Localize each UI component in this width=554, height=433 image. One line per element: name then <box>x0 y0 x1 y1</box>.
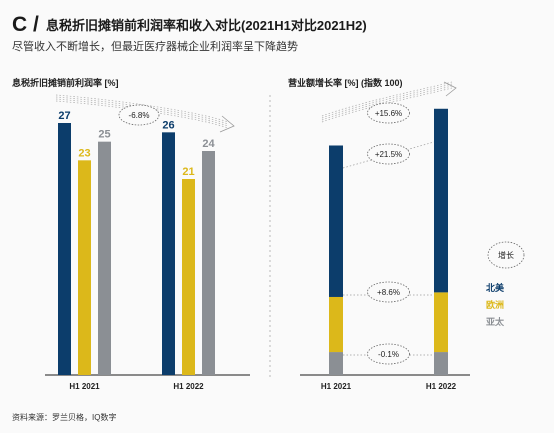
page-subtitle: 尽管收入不断增长，但最近医疗器械企业利润率呈下降趋势 <box>12 39 298 53</box>
bar-欧洲-H1 2022 <box>182 179 195 375</box>
trend-arrow-line <box>321 81 453 117</box>
trend-arrow-line <box>55 94 229 123</box>
page-title: 息税折旧摊销前利润率和收入对比(2021H1对比2021H2) <box>46 18 367 33</box>
x-tick-label: H1 2021 <box>69 382 100 391</box>
x-tick-label: H1 2021 <box>321 382 352 391</box>
source-note: 资料来源：罗兰贝格，IQ数字 <box>12 412 116 422</box>
growth-label: +21.5% <box>375 150 402 159</box>
stack-亚太-H1 2022 <box>434 352 448 375</box>
legend-item: 北美 <box>486 282 505 293</box>
growth-bubble <box>367 143 410 165</box>
trend-arrow-line <box>55 98 229 127</box>
bar-value-label: 27 <box>58 110 70 122</box>
left-chart-title: 息税折旧摊销前利润率 [%] <box>12 77 119 88</box>
stack-北美-H1 2021 <box>329 145 343 297</box>
trend-arrow-line <box>321 83 453 119</box>
annotation-label: -6.8% <box>129 111 150 120</box>
growth-label: -0.1% <box>378 350 399 359</box>
x-tick-label: H1 2022 <box>426 382 457 391</box>
annotation-bubble <box>118 104 160 126</box>
bar-value-label: 26 <box>162 119 174 131</box>
right-chart-title: 营业额增长率 [%] (指数 100) <box>288 77 403 88</box>
left-bar-chart: 27 23 25 H1 2021 26 21 24 H1 2022 -6.8% <box>45 94 250 391</box>
trend-arrow-line <box>321 85 453 121</box>
trend-arrowhead <box>443 81 457 97</box>
growth-bubble <box>367 343 410 365</box>
stack-亚太-H1 2021 <box>329 352 343 375</box>
trend-arrowhead <box>219 115 235 133</box>
bar-value-label: 23 <box>78 147 90 159</box>
growth-bubble <box>367 281 410 303</box>
bar-亚太-H1 2022 <box>202 151 215 375</box>
legend-title: 增长 <box>498 250 514 260</box>
bar-value-label: 21 <box>182 166 194 178</box>
bar-北美-H1 2022 <box>162 132 175 375</box>
trend-arrow-line <box>321 87 453 123</box>
trend-arrow-line <box>55 100 229 129</box>
bar-北美-H1 2021 <box>58 123 71 375</box>
x-tick-label: H1 2022 <box>173 382 204 391</box>
stack-欧洲-H1 2022 <box>434 292 448 353</box>
bar-value-label: 24 <box>202 138 215 150</box>
growth-label: +15.6% <box>375 109 402 118</box>
bar-欧洲-H1 2021 <box>78 160 91 375</box>
legend-item: 欧洲 <box>486 299 504 310</box>
header-letter: C / <box>12 13 39 36</box>
growth-bubble <box>367 102 410 124</box>
trend-arrow-line <box>55 96 229 125</box>
right-stacked-chart: H1 2021 H1 2022 +15.6% +21.5% +8.6% -0.1% <box>300 81 470 391</box>
bar-亚太-H1 2021 <box>98 141 111 375</box>
legend-item: 亚太 <box>486 316 505 327</box>
legend-growth-bubble <box>487 241 525 269</box>
stack-北美-H1 2022 <box>434 108 448 293</box>
bar-value-label: 25 <box>98 129 110 141</box>
growth-label: +8.6% <box>377 288 400 297</box>
stack-欧洲-H1 2021 <box>329 296 343 353</box>
